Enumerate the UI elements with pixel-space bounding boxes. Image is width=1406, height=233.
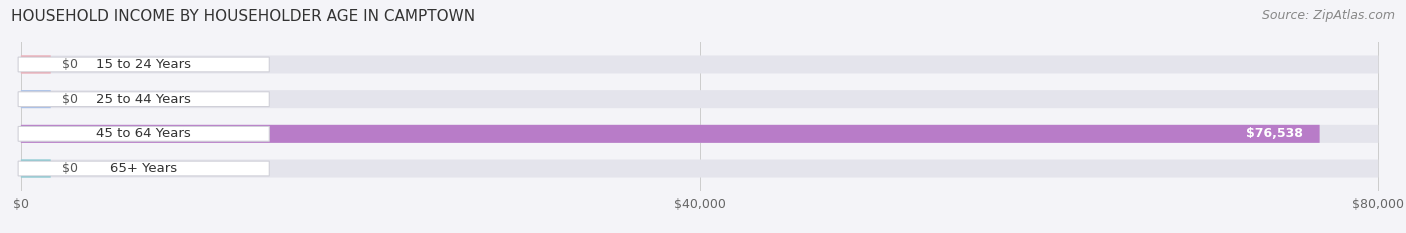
Text: 25 to 44 Years: 25 to 44 Years — [96, 93, 191, 106]
FancyBboxPatch shape — [21, 55, 1378, 73]
Text: 65+ Years: 65+ Years — [110, 162, 177, 175]
Text: 45 to 64 Years: 45 to 64 Years — [97, 127, 191, 140]
FancyBboxPatch shape — [21, 160, 1378, 178]
Text: $0: $0 — [62, 58, 77, 71]
FancyBboxPatch shape — [21, 125, 1378, 143]
Text: 15 to 24 Years: 15 to 24 Years — [96, 58, 191, 71]
Text: $0: $0 — [62, 162, 77, 175]
FancyBboxPatch shape — [21, 90, 51, 108]
FancyBboxPatch shape — [21, 160, 51, 178]
FancyBboxPatch shape — [18, 161, 270, 176]
Text: Source: ZipAtlas.com: Source: ZipAtlas.com — [1261, 9, 1395, 22]
Text: HOUSEHOLD INCOME BY HOUSEHOLDER AGE IN CAMPTOWN: HOUSEHOLD INCOME BY HOUSEHOLDER AGE IN C… — [11, 9, 475, 24]
FancyBboxPatch shape — [18, 92, 270, 106]
FancyBboxPatch shape — [18, 127, 270, 141]
FancyBboxPatch shape — [21, 55, 51, 73]
FancyBboxPatch shape — [18, 57, 270, 72]
FancyBboxPatch shape — [21, 125, 1320, 143]
Text: $0: $0 — [62, 93, 77, 106]
Text: $76,538: $76,538 — [1247, 127, 1303, 140]
FancyBboxPatch shape — [21, 90, 1378, 108]
